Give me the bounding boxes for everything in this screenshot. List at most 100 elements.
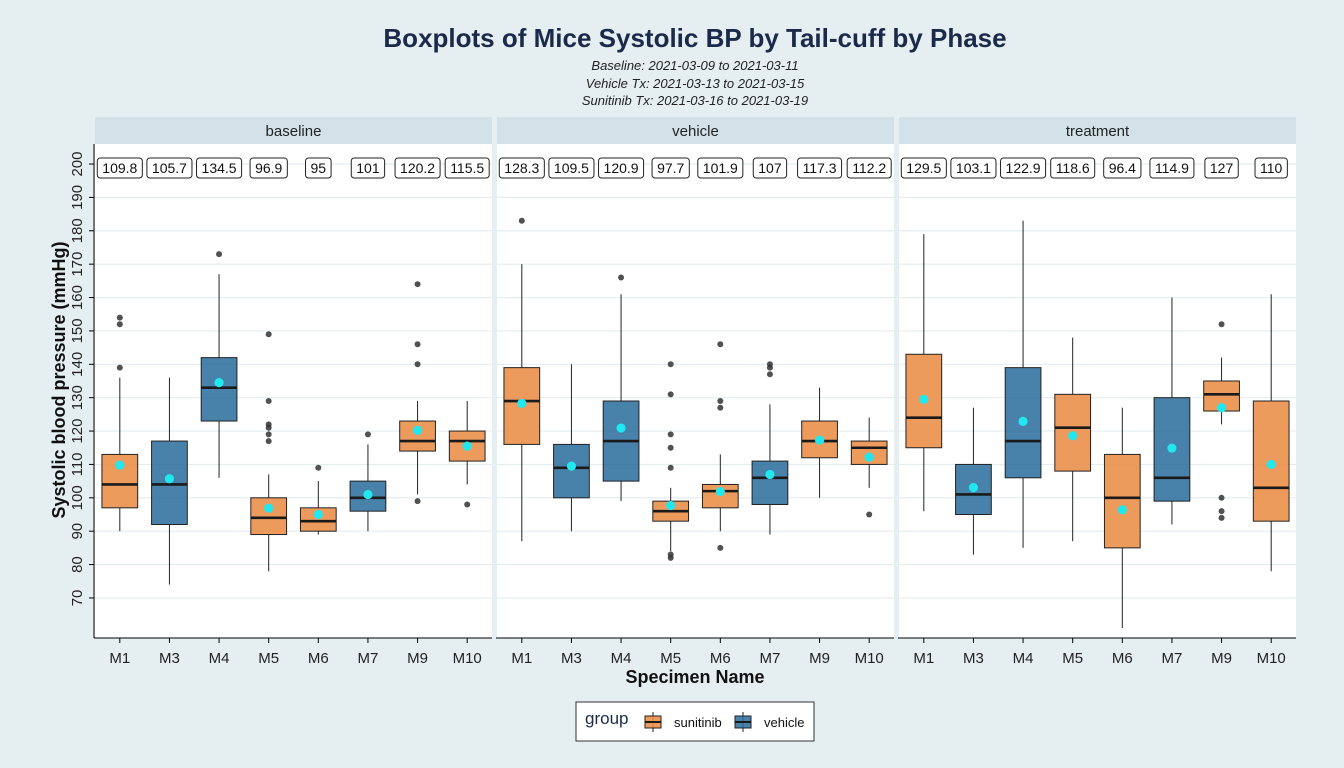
mean-label: 114.9 <box>1155 160 1189 176</box>
mean-point <box>1167 443 1177 453</box>
x-tick-label: M9 <box>809 650 830 667</box>
mean-point <box>666 500 676 511</box>
x-tick-label: M5 <box>660 650 681 667</box>
mean-point <box>765 469 775 480</box>
x-tick-label: M1 <box>109 650 130 667</box>
mean-point <box>313 509 323 520</box>
x-tick-label: M6 <box>1112 650 1133 667</box>
x-axis-title: Specimen Name <box>625 667 764 687</box>
facet-strip-label: vehicle <box>672 123 719 140</box>
mean-label-box <box>1000 157 1047 179</box>
mean-label: 118.6 <box>1056 160 1090 176</box>
mean-label-box <box>1149 157 1195 179</box>
chart-title: Boxplots of Mice Systolic BP by Tail-cuf… <box>383 23 1006 53</box>
mean-label: 128.3 <box>504 160 539 176</box>
outlier-point <box>667 551 674 558</box>
mean-label-box <box>96 157 143 179</box>
mean-label: 129.5 <box>906 160 941 176</box>
mean-point <box>814 435 825 445</box>
mean-label: 101.9 <box>703 160 738 176</box>
y-tick-label: 90 <box>69 523 86 540</box>
outlier-point <box>265 438 272 445</box>
y-tick-label: 140 <box>69 352 86 377</box>
outlier-point <box>414 341 421 348</box>
mean-label-box <box>394 157 441 179</box>
mean-point <box>566 461 577 471</box>
outlier-point <box>265 331 272 338</box>
mean-label: 120.9 <box>604 160 639 176</box>
mean-label: 134.5 <box>202 160 237 176</box>
x-tick-label: M9 <box>407 650 428 667</box>
mean-label-box <box>146 157 193 179</box>
outlier-point <box>414 281 421 288</box>
x-tick-label: M6 <box>710 650 731 667</box>
chart-subtitle-baseline: Baseline: 2021-03-09 to 2021-03-11 <box>591 58 798 73</box>
box-sunitinib <box>1103 453 1141 549</box>
mean-point <box>715 486 725 497</box>
outlier-point <box>866 511 873 518</box>
box-sunitinib <box>250 497 288 536</box>
mean-label-box <box>752 157 788 179</box>
y-tick-label: 190 <box>69 185 86 210</box>
box-vehicle <box>751 460 789 505</box>
outlier-point <box>618 274 625 281</box>
mean-label: 97.7 <box>657 160 684 176</box>
facet-strip-label: treatment <box>1066 123 1130 140</box>
mean-label: 115.5 <box>450 160 484 176</box>
chart-subtitle-vehicle: Vehicle Tx: 2021-03-13 to 2021-03-15 <box>586 76 805 91</box>
outlier-point <box>464 501 471 508</box>
x-tick-label: M7 <box>358 650 379 667</box>
x-tick-label: M9 <box>1211 650 1232 667</box>
mean-label-box <box>950 157 997 179</box>
x-tick-label: M7 <box>1162 650 1183 667</box>
legend-box <box>575 701 815 742</box>
legend-title: group <box>585 709 628 728</box>
mean-point <box>968 482 979 493</box>
x-tick-label: M4 <box>209 650 230 667</box>
mean-label-box <box>1050 157 1096 179</box>
facet-strip <box>95 117 492 144</box>
outlier-point <box>414 361 421 368</box>
y-tick-label: 80 <box>69 556 86 573</box>
mean-point <box>1266 459 1276 470</box>
x-tick-label: M4 <box>611 650 632 667</box>
outlier-point <box>1218 321 1225 328</box>
mean-label: 109.5 <box>554 160 589 176</box>
mean-point <box>616 423 626 433</box>
mean-label-box <box>196 157 243 179</box>
x-tick-label: M5 <box>258 650 279 667</box>
mean-label-box <box>651 157 690 179</box>
mean-label: 117.3 <box>803 160 837 176</box>
mean-point <box>115 460 125 470</box>
x-tick-label: M3 <box>963 650 984 667</box>
x-tick-label: M5 <box>1062 650 1083 667</box>
mean-label-box <box>697 157 744 179</box>
mean-label-box <box>1204 157 1239 179</box>
y-tick-label: 170 <box>69 252 86 277</box>
y-tick-label: 160 <box>69 285 86 310</box>
x-tick-label: M10 <box>855 650 884 667</box>
outlier-point <box>116 321 123 328</box>
outlier-point <box>265 398 272 405</box>
mean-label: 103.1 <box>956 160 991 176</box>
y-tick-label: 130 <box>69 385 86 410</box>
outlier-point <box>1218 508 1225 515</box>
legend: group sunitinib vehicle <box>575 701 815 742</box>
mean-point <box>412 425 423 435</box>
mean-label-box <box>350 157 386 179</box>
mean-point <box>214 378 224 388</box>
outlier-point <box>717 341 724 348</box>
mean-label-box <box>797 157 843 179</box>
mean-label: 96.9 <box>255 160 282 176</box>
facet-strip <box>899 117 1296 144</box>
mean-label: 109.8 <box>102 160 137 176</box>
outlier-point <box>1218 514 1225 521</box>
facet-strip <box>497 117 894 144</box>
mean-label: 96.4 <box>1109 160 1136 176</box>
mean-label-box <box>598 157 645 179</box>
mean-label-box <box>498 157 545 179</box>
box-vehicle <box>553 443 590 499</box>
mean-label-box <box>1103 157 1142 179</box>
x-tick-label: M3 <box>159 650 180 667</box>
